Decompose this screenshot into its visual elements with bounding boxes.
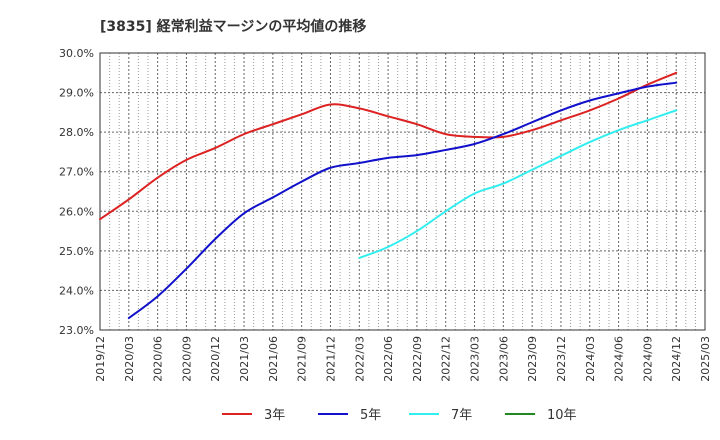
series-lines — [99, 71, 678, 320]
x-tick-label: 2020/06 — [152, 336, 165, 382]
x-tick-label: 2022/06 — [382, 336, 395, 382]
legend-label: 7年 — [451, 408, 472, 423]
y-tick-label: 24.0% — [59, 284, 94, 297]
y-tick-label: 25.0% — [59, 245, 94, 258]
grid — [100, 53, 705, 330]
series-line-3 — [358, 109, 678, 259]
y-tick-label: 30.0% — [59, 47, 94, 60]
x-tick-label: 2019/12 — [94, 336, 107, 382]
x-tick-label: 2024/03 — [584, 336, 597, 382]
x-tick-label: 2022/03 — [353, 336, 366, 382]
x-tick-label: 2024/12 — [670, 336, 683, 382]
x-tick-label: 2022/12 — [440, 336, 453, 382]
x-tick-label: 2025/03 — [699, 336, 712, 382]
x-tick-label: 2020/09 — [180, 336, 193, 382]
series-line-2 — [127, 81, 678, 320]
x-tick-label: 2021/12 — [324, 336, 337, 382]
x-tick-label: 2024/09 — [641, 336, 654, 382]
legend: 3年 5年 7年 10年 — [222, 408, 577, 423]
y-tick-label: 27.0% — [59, 166, 94, 179]
series-line-1 — [99, 71, 678, 221]
x-tick-label: 2021/03 — [238, 336, 251, 382]
x-axis-ticks: 2019/12 2020/03 2020/06 2020/09 2020/12 2021/… — [94, 336, 712, 382]
y-axis-ticks: 30.0% 29.0% 28.0% 27.0% 26.0% 25.0% 24.0% 23.0% — [59, 47, 94, 337]
x-tick-label: 2021/06 — [267, 336, 280, 382]
x-tick-label: 2020/12 — [209, 336, 222, 382]
x-tick-label: 2022/09 — [411, 336, 424, 382]
x-tick-label: 2021/09 — [296, 336, 309, 382]
x-tick-label: 2023/03 — [469, 336, 482, 382]
legend-label: 5年 — [360, 408, 381, 423]
legend-label: 3年 — [264, 408, 285, 423]
y-tick-label: 23.0% — [59, 324, 94, 337]
x-tick-label: 2020/03 — [123, 336, 136, 382]
x-tick-label: 2024/06 — [613, 336, 626, 382]
plot-area-border — [99, 52, 706, 331]
y-tick-label: 28.0% — [59, 126, 94, 139]
legend-label: 10年 — [547, 408, 577, 423]
x-tick-label: 2023/06 — [497, 336, 510, 382]
x-tick-label: 2023/12 — [555, 336, 568, 382]
chart-title: [3835] 経常利益マージンの平均値の推移 — [100, 18, 366, 35]
x-tick-label: 2023/09 — [526, 336, 539, 382]
y-tick-label: 29.0% — [59, 87, 94, 100]
y-tick-label: 26.0% — [59, 205, 94, 218]
